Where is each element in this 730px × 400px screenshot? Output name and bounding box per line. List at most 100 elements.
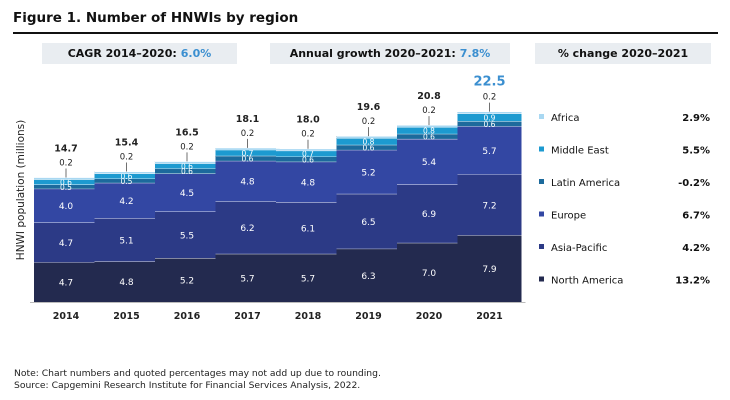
legend-label-middle-east: Middle East	[551, 146, 609, 157]
bar-segment-asia-pacific-2021	[457, 174, 522, 236]
legend-change-africa: 2.9%	[682, 113, 710, 124]
bar-segment-africa-2014	[34, 177, 98, 180]
label-africa-2015: 0.2	[120, 153, 134, 163]
bar-segment-asia-pacific-2016	[155, 211, 219, 259]
total-label-2014: 14.7	[54, 143, 77, 154]
label-north-america-2016: 5.2	[180, 277, 194, 287]
label-north-america-2020: 7.0	[422, 269, 437, 279]
total-label-2018: 18.0	[296, 115, 320, 126]
label-europe-2020: 5.4	[422, 158, 437, 168]
label-middle-east-2019: 0.8	[363, 137, 375, 146]
pct-change-box: % change 2020–2021	[535, 43, 711, 64]
label-middle-east-2016: 0.6	[181, 162, 193, 171]
bars: 4.74.74.00.50.60.214.720144.85.14.20.50.…	[30, 75, 526, 322]
legend-change-europe: 6.7%	[682, 211, 710, 222]
label-africa-2017: 0.2	[241, 129, 255, 139]
note-text: Note: Chart numbers and quoted percentag…	[14, 368, 381, 379]
label-asia-pacific-2017: 6.2	[240, 224, 254, 234]
label-asia-pacific-2020: 6.9	[422, 210, 437, 220]
legend-label-north-america: North America	[551, 276, 623, 287]
bar-segment-north-america-2018	[276, 253, 340, 302]
label-middle-east-2020: 0.8	[423, 126, 435, 135]
bar-segment-middle-east-2016	[155, 163, 219, 169]
label-africa-2014: 0.2	[59, 158, 73, 168]
label-north-america-2015: 4.8	[119, 278, 134, 288]
label-africa-2019: 0.2	[362, 117, 376, 127]
bar-segment-middle-east-2014	[34, 179, 98, 185]
label-europe-2021: 5.7	[482, 147, 496, 157]
bar-segment-africa-2016	[155, 161, 219, 164]
legend-change-latin-america: -0.2%	[678, 178, 710, 189]
x-tick-2018: 2018	[295, 311, 322, 322]
bar-segment-north-america-2016	[155, 258, 219, 302]
label-africa-2021: 0.2	[483, 93, 497, 103]
legend-label-asia-pacific: Asia-Pacific	[551, 243, 607, 254]
total-label-2016: 16.5	[175, 127, 198, 138]
label-asia-pacific-2018: 6.1	[301, 225, 315, 235]
annual-growth-label: Annual growth 2020–2021:	[289, 47, 456, 60]
bar-segment-latin-america-2014	[34, 184, 98, 189]
x-tick-2019: 2019	[355, 311, 381, 322]
source-text: Source: Capgemini Research Institute for…	[14, 380, 361, 391]
bar-segment-latin-america-2017	[215, 155, 280, 161]
legend-label-latin-america: Latin America	[551, 178, 620, 189]
bar-segment-latin-america-2015	[94, 178, 159, 183]
bar-segment-africa-2017	[215, 147, 280, 150]
bar-segment-north-america-2017	[215, 253, 280, 302]
bar-segment-europe-2018	[276, 161, 340, 203]
label-asia-pacific-2015: 5.1	[119, 236, 133, 246]
legend-change-middle-east: 5.5%	[682, 146, 710, 157]
total-label-2017: 18.1	[236, 114, 259, 125]
legend: Africa 2.9% Middle East 5.5% Latin America -0…	[539, 113, 710, 287]
total-label-2021: 22.5	[473, 75, 505, 90]
label-europe-2017: 4.8	[240, 178, 255, 188]
label-middle-east-2014: 0.6	[60, 178, 72, 187]
bar-segment-europe-2014	[34, 188, 98, 223]
x-tick-2015: 2015	[113, 311, 139, 322]
annual-growth-box: Annual growth 2020–2021: 7.8%	[270, 43, 510, 64]
legend-swatch-middle-east	[539, 146, 544, 152]
bar-segment-asia-pacific-2020	[397, 184, 461, 243]
bar-segment-latin-america-2018	[276, 156, 340, 162]
bar-segment-north-america-2020	[397, 242, 461, 302]
total-label-2015: 15.4	[115, 138, 139, 149]
bar-segment-asia-pacific-2018	[276, 202, 340, 254]
label-asia-pacific-2021: 7.2	[482, 201, 496, 211]
label-africa-2016: 0.2	[180, 142, 194, 152]
bar-segment-africa-2019	[336, 136, 401, 139]
label-europe-2015: 4.2	[119, 197, 133, 207]
total-label-2020: 20.8	[417, 91, 441, 102]
x-tick-2017: 2017	[234, 311, 260, 322]
bar-segment-europe-2017	[215, 160, 280, 202]
cagr-value: 6.0%	[180, 47, 212, 60]
bar-segment-europe-2020	[397, 138, 461, 185]
label-middle-east-2021: 0.9	[484, 113, 496, 122]
bar-segment-middle-east-2019	[336, 138, 401, 145]
bar-segment-latin-america-2020	[397, 133, 461, 139]
bar-segment-north-america-2019	[336, 248, 401, 302]
bar-segment-middle-east-2020	[397, 127, 461, 134]
legend-swatch-africa	[539, 114, 544, 119]
label-latin-america-2016: 0.6	[181, 167, 193, 176]
label-europe-2019: 5.2	[361, 168, 375, 178]
legend-swatch-latin-america	[539, 179, 544, 184]
bar-segment-europe-2019	[336, 149, 401, 194]
bar-segment-africa-2015	[94, 171, 159, 174]
legend-label-africa: Africa	[551, 113, 580, 124]
label-africa-2020: 0.2	[422, 106, 436, 116]
label-europe-2018: 4.8	[301, 179, 316, 189]
label-north-america-2014: 4.7	[59, 279, 73, 289]
label-middle-east-2018: 0.7	[302, 150, 314, 159]
label-north-america-2019: 6.3	[361, 272, 375, 282]
bar-segment-asia-pacific-2019	[336, 193, 401, 249]
label-latin-america-2020: 0.6	[423, 133, 435, 142]
label-latin-america-2019: 0.6	[363, 144, 375, 153]
label-latin-america-2014: 0.5	[60, 183, 72, 192]
label-africa-2018: 0.2	[301, 130, 315, 140]
label-latin-america-2021: 0.6	[484, 120, 496, 129]
bar-segment-africa-2018	[276, 148, 340, 151]
total-label-2019: 19.6	[357, 102, 381, 113]
legend-swatch-europe	[539, 211, 544, 217]
label-latin-america-2018: 0.6	[302, 155, 314, 164]
